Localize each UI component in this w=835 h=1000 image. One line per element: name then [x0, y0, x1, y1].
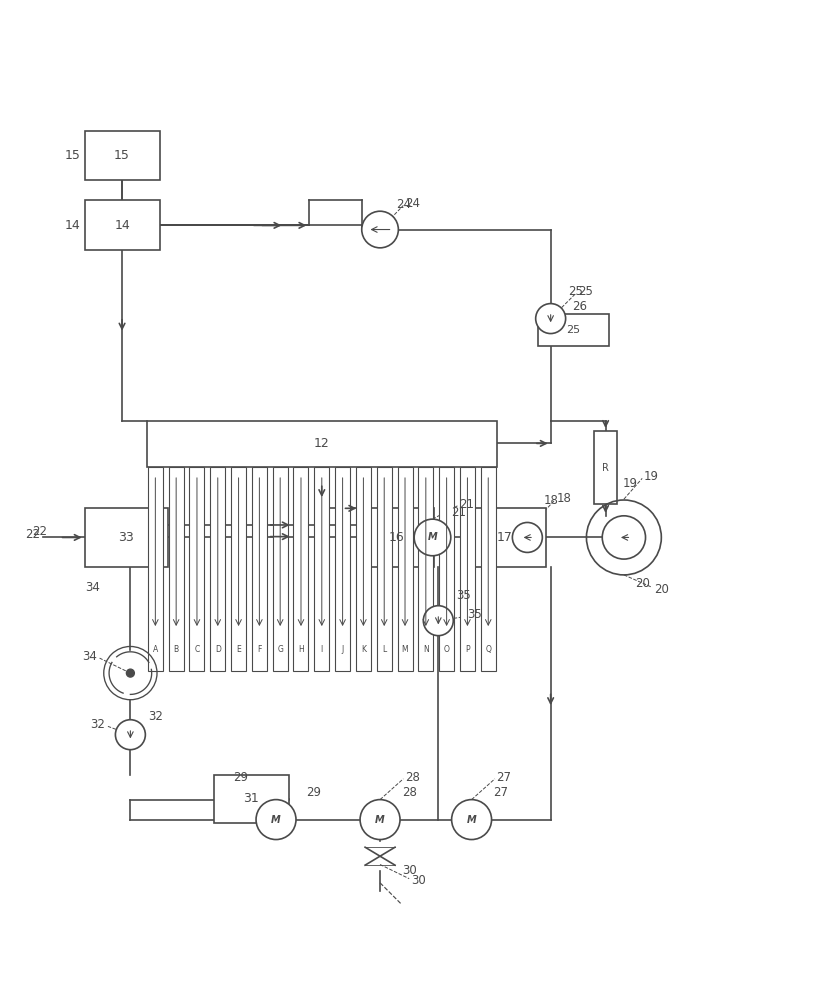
Text: 34: 34	[85, 581, 100, 594]
Text: 21: 21	[452, 506, 467, 519]
Text: M: M	[375, 815, 385, 825]
Bar	[397, 467, 412, 671]
Bar	[252, 467, 267, 671]
Text: K: K	[361, 645, 366, 654]
Text: E: E	[236, 645, 241, 654]
Text: 25: 25	[566, 325, 580, 335]
Text: N: N	[423, 645, 428, 654]
Bar	[356, 467, 371, 671]
Text: Q: Q	[485, 645, 491, 654]
Text: 20: 20	[635, 577, 650, 590]
Circle shape	[362, 211, 398, 248]
Text: 28: 28	[402, 786, 417, 799]
Text: 24: 24	[396, 198, 411, 211]
Text: 15: 15	[64, 149, 80, 162]
Text: 35: 35	[468, 608, 482, 621]
Bar	[148, 467, 163, 671]
Text: 35: 35	[456, 589, 471, 602]
Text: 29: 29	[306, 786, 321, 799]
Circle shape	[602, 516, 645, 559]
Bar	[594, 431, 617, 504]
Circle shape	[423, 606, 453, 636]
Text: 17: 17	[497, 531, 513, 544]
Text: 24: 24	[405, 197, 420, 210]
Text: C: C	[195, 645, 200, 654]
Text: 19: 19	[622, 477, 637, 490]
Circle shape	[414, 519, 451, 556]
Text: 27: 27	[493, 786, 509, 799]
Text: 14: 14	[64, 219, 80, 232]
Bar	[460, 467, 475, 671]
Text: R: R	[602, 463, 609, 473]
Text: 18: 18	[556, 492, 571, 505]
Bar	[293, 467, 308, 671]
Bar	[214, 775, 289, 823]
Text: I: I	[321, 645, 323, 654]
Text: 30: 30	[411, 874, 426, 887]
Text: M: M	[271, 815, 281, 825]
Circle shape	[452, 800, 492, 840]
Text: 30: 30	[402, 864, 417, 877]
Text: 28: 28	[405, 771, 420, 784]
Bar	[418, 467, 433, 671]
Text: O: O	[443, 645, 449, 654]
Text: 33: 33	[119, 531, 134, 544]
Bar	[210, 467, 225, 671]
Bar	[377, 467, 392, 671]
Text: F: F	[257, 645, 261, 654]
Text: 26: 26	[572, 300, 587, 313]
Circle shape	[126, 669, 134, 677]
Text: M: M	[467, 815, 477, 825]
Text: M: M	[402, 645, 408, 654]
Bar	[84, 508, 168, 567]
Bar	[463, 508, 546, 567]
Text: 31: 31	[243, 792, 259, 805]
Text: H: H	[298, 645, 304, 654]
Text: B: B	[174, 645, 179, 654]
Bar	[481, 467, 496, 671]
Text: 22: 22	[25, 528, 40, 541]
Text: M: M	[428, 532, 438, 542]
Text: 19: 19	[644, 470, 659, 483]
Text: 16: 16	[389, 531, 405, 544]
Bar	[273, 467, 288, 671]
Text: 25: 25	[568, 285, 583, 298]
Text: 15: 15	[114, 149, 130, 162]
Text: D: D	[215, 645, 220, 654]
Bar	[439, 467, 454, 671]
Circle shape	[360, 800, 400, 840]
Text: 21: 21	[459, 498, 474, 511]
Text: 27: 27	[497, 771, 512, 784]
Bar	[314, 467, 329, 671]
Circle shape	[256, 800, 296, 840]
Bar	[147, 421, 497, 467]
Bar	[190, 467, 205, 671]
Bar	[539, 314, 609, 346]
Text: L: L	[382, 645, 387, 654]
Bar	[84, 200, 159, 250]
Bar	[169, 467, 184, 671]
Text: 12: 12	[314, 437, 330, 450]
Bar	[84, 131, 159, 180]
Text: 22: 22	[33, 525, 47, 538]
Text: G: G	[277, 645, 283, 654]
Text: 34: 34	[82, 650, 97, 663]
Text: P: P	[465, 645, 470, 654]
Text: 18: 18	[544, 493, 558, 506]
Bar	[335, 467, 350, 671]
Text: 25: 25	[578, 285, 593, 298]
Text: 14: 14	[114, 219, 130, 232]
Bar	[231, 467, 246, 671]
Text: A: A	[153, 645, 158, 654]
Bar	[359, 508, 434, 567]
Text: 32: 32	[148, 710, 163, 723]
Circle shape	[513, 522, 543, 552]
Circle shape	[536, 304, 565, 334]
Text: 20: 20	[654, 583, 669, 596]
Text: 32: 32	[90, 718, 105, 731]
Text: J: J	[342, 645, 344, 654]
Circle shape	[115, 720, 145, 750]
Text: 29: 29	[233, 771, 248, 784]
